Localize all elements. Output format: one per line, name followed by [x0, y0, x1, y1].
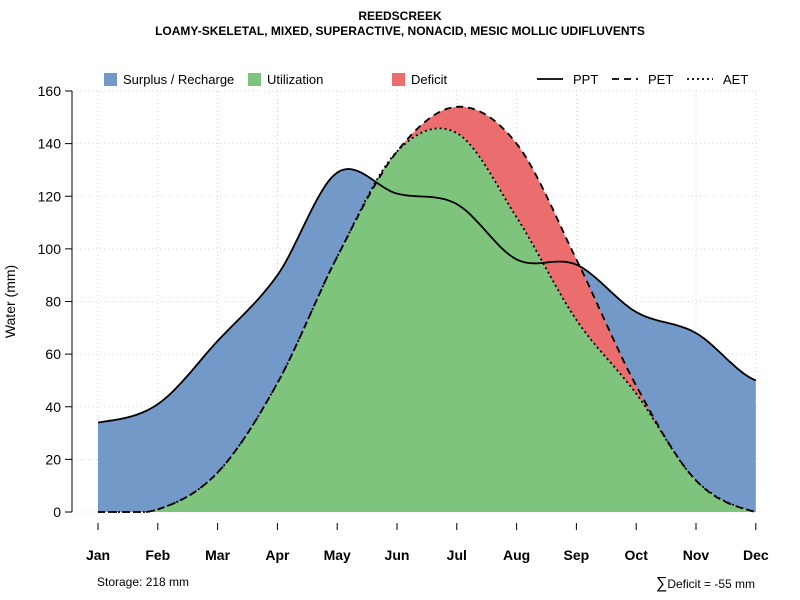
x-tick-label: Dec — [743, 547, 769, 563]
pet-line — [98, 105, 757, 513]
x-tick-label: May — [324, 547, 351, 563]
y-axis-label: Water (mm) — [2, 265, 18, 338]
x-tick-label: Jul — [447, 547, 467, 563]
chart-subtitle: LOAMY-SKELETAL, MIXED, SUPERACTIVE, NONA… — [155, 24, 645, 38]
x-tick-label: Oct — [625, 547, 649, 563]
legend: Surplus / Recharge Utilization Deficit PPT P… — [104, 72, 748, 87]
chart-title: REEDSCREEK — [358, 9, 442, 23]
y-tick-label: 0 — [53, 504, 61, 520]
storage-annotation: Storage: 218 mm — [97, 575, 190, 589]
x-tick-label: Sep — [564, 547, 590, 563]
x-tick-label: Feb — [145, 547, 170, 563]
x-tick-label: Mar — [205, 547, 230, 563]
legend-label: PPT — [573, 72, 598, 87]
y-tick-label: 40 — [45, 399, 61, 415]
x-tick-label: Jan — [86, 547, 110, 563]
legend-label: AET — [723, 72, 748, 87]
y-tick-label: 80 — [45, 294, 61, 310]
area-fills — [98, 106, 756, 513]
legend-swatch — [392, 73, 405, 86]
sum-symbol: ∑ — [655, 575, 668, 592]
y-tick-label: 120 — [38, 188, 62, 204]
legend-label: Utilization — [267, 72, 323, 87]
y-tick-label: 140 — [38, 136, 62, 152]
y-tick-label: 60 — [45, 346, 61, 362]
axes: 0 20 40 60 80 100 120 140 160 Water (mm) Jan Feb Mar… — [2, 83, 769, 563]
legend-swatch — [104, 73, 117, 86]
legend-swatch — [248, 73, 261, 86]
legend-label: Deficit — [411, 72, 448, 87]
y-tick-label: 160 — [38, 83, 62, 99]
x-tick-label: Apr — [265, 547, 290, 563]
legend-label: Surplus / Recharge — [123, 72, 234, 87]
x-tick-label: Nov — [683, 547, 710, 563]
x-tick-label: Jun — [385, 547, 410, 563]
deficit-annotation: ∑Deficit = -55 mm — [656, 575, 755, 593]
legend-label: PET — [648, 72, 673, 87]
utilization-area — [98, 128, 756, 513]
y-tick-label: 20 — [45, 451, 61, 467]
ppt-line — [97, 168, 757, 424]
y-tick-label: 100 — [38, 241, 62, 257]
x-tick-label: Aug — [503, 547, 530, 563]
series-lines — [97, 105, 757, 513]
deficit-value: Deficit = -55 mm — [667, 577, 755, 591]
